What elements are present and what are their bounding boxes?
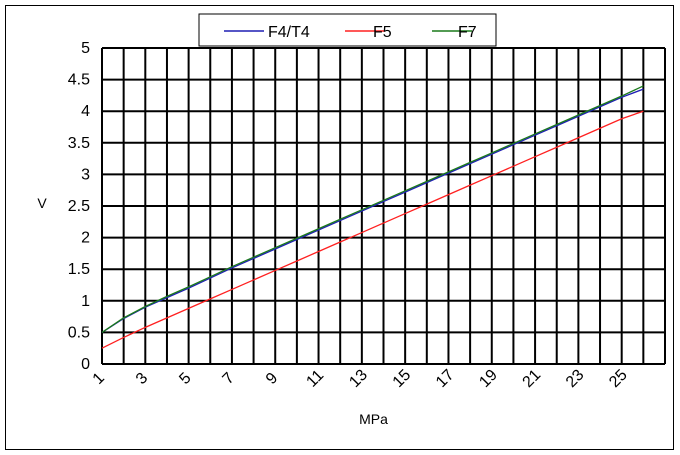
y-tick-label: 3 [81,166,90,183]
x-tick-label: 1 [90,370,108,388]
x-tick-label: 21 [520,366,545,391]
legend [198,13,497,47]
y-tick-label: 2.5 [68,198,90,215]
x-tick-label: 25 [606,366,631,391]
y-tick-label: 1 [81,293,90,310]
x-tick-label: 5 [176,370,194,388]
x-tick-label: 15 [390,366,415,391]
x-tick-label: 17 [433,366,458,391]
series-line-f5 [101,110,644,349]
y-tick-label: 2 [81,230,90,247]
series-line-f7 [101,85,644,333]
x-tick-label: 3 [133,370,151,388]
y-tick-label: 0 [81,356,90,373]
y-tick-label: 3.5 [68,135,90,152]
legend-label-f7: F7 [458,24,477,41]
legend-label-f5: F5 [373,24,392,41]
x-axis-label: MPa [359,411,388,427]
x-tick-label: 13 [346,366,371,391]
y-tick-label: 1.5 [68,261,90,278]
y-tick-label: 4.5 [68,72,90,89]
x-tick-label: 19 [476,366,501,391]
y-tick-label: 4 [81,103,90,120]
y-tick-label: 5 [81,40,90,57]
y-tick-label: 0.5 [68,324,90,341]
x-tick-label: 9 [263,370,281,388]
x-tick-label: 11 [303,367,327,391]
y-axis-label: V [37,195,47,211]
line-chart: 00.511.522.533.544.551 3 5 7 9 11 13 15 17 19 21 23… [37,13,666,427]
x-tick-label: 23 [563,366,588,391]
chart-container: 0 0.5 1 1.5 2 2.5 3 3.5 4 4.5 5 1 3 5 7 9 11 13 15 17 19 21 23… [5,5,674,450]
legend-label-f4-t4: F4/T4 [268,24,310,41]
x-tick-label: 7 [220,370,238,388]
series-line-f4-t4 [101,88,644,333]
